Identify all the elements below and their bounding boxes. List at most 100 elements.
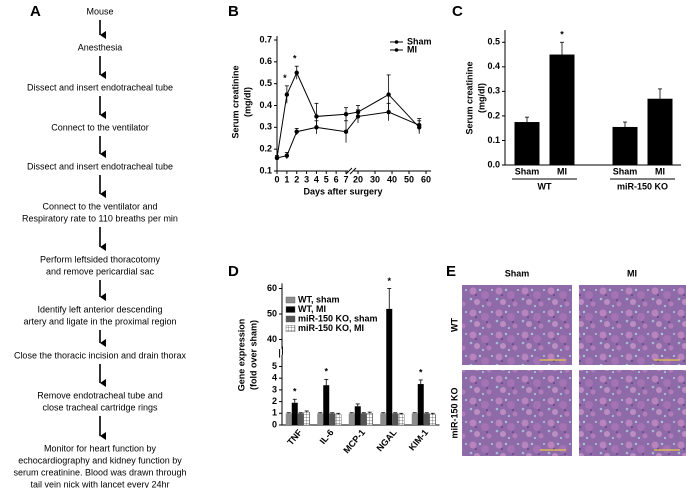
histology-images: [462, 285, 686, 456]
legend-swatch: [285, 306, 296, 313]
significance: *: [324, 367, 328, 377]
bar: [291, 402, 298, 425]
y-tick-label: 0.1: [487, 135, 500, 145]
legend-label: WT, sham: [298, 294, 340, 304]
legend-label: Sham: [407, 36, 432, 46]
x-tick-label: 30: [370, 174, 380, 184]
bar: [303, 411, 310, 426]
micrograph: [462, 285, 572, 365]
flow-step: Identify left anterior descending: [37, 304, 162, 314]
y-tick-label: 4: [272, 373, 277, 383]
legend-label: miR-150 KO, sham: [298, 313, 378, 323]
x-tick-label: 40: [387, 174, 397, 184]
x-tick-label: KIM-1: [407, 427, 430, 452]
y-tick-label: 40: [267, 334, 277, 344]
flow-step: Connect to the ventilator and: [42, 201, 157, 211]
micrograph: [579, 285, 686, 365]
y-tick-label: 0.5: [487, 37, 500, 47]
flow-step: artery and ligate in the proximal region: [23, 316, 176, 326]
bar: [647, 98, 673, 165]
break-gap: [348, 169, 355, 173]
bar: [386, 308, 393, 425]
flow-step: Remove endotracheal tube and: [37, 390, 163, 400]
group-label: miR-150 KO: [617, 181, 668, 191]
bar: [323, 385, 330, 425]
bar: [514, 122, 540, 165]
bar: [297, 413, 304, 425]
flow-step: echocardiography and kidney function by: [18, 455, 182, 465]
y-tick-label: 2: [272, 396, 277, 406]
y-tick-label: 0.2: [259, 144, 272, 154]
point: [314, 114, 319, 119]
y-tick-label: 50: [267, 308, 277, 318]
flow-step: Anesthesia: [78, 42, 123, 52]
bar: [392, 413, 399, 425]
y-tick-label: 60: [267, 283, 277, 293]
bar: [329, 413, 336, 425]
flow-step: Dissect and insert endotracheal tube: [27, 161, 173, 171]
group-label: WT: [538, 181, 552, 191]
y-axis-label: (fold over sham): [248, 320, 258, 390]
point: [355, 109, 361, 115]
legend-label: miR-150 KO, MI: [298, 323, 364, 333]
point: [294, 129, 299, 134]
y-tick-label: 5: [272, 361, 277, 371]
bar: [335, 414, 342, 426]
y-tick-label: 0.4: [259, 100, 272, 110]
significance: *: [283, 73, 287, 83]
panel-letter: B: [228, 3, 239, 20]
significance: *: [560, 30, 564, 40]
column-label: MI: [627, 268, 637, 278]
bar: [285, 413, 292, 425]
x-tick-label: 4: [314, 174, 319, 184]
x-tick-label: 2: [294, 174, 299, 184]
x-tick-label: 6: [334, 174, 339, 184]
legend-swatch: [285, 325, 296, 332]
significance: *: [293, 387, 297, 397]
series-line: [276, 111, 420, 159]
column-label: Sham: [505, 268, 530, 278]
panel-letter: E: [446, 263, 456, 280]
x-tick-label: Sham: [613, 166, 638, 176]
legend-swatch: [285, 296, 296, 304]
y-tick-label: 0.1: [259, 165, 272, 175]
panel-letter: A: [30, 3, 41, 20]
y-axis-label: Gene expression: [236, 319, 246, 392]
significance: *: [293, 54, 297, 64]
flow-step: Perform leftsided thoracotomy: [40, 254, 161, 264]
point: [284, 92, 290, 97]
bar: [398, 414, 405, 426]
y-axis-label: (mg/dl): [242, 87, 252, 117]
legend-marker: [394, 48, 399, 52]
x-tick-label: 0: [274, 174, 279, 184]
row-label: WT: [449, 318, 459, 332]
point: [274, 155, 280, 161]
y-tick-label: 0.4: [487, 61, 500, 71]
x-tick-label: MI: [655, 166, 665, 176]
y-tick-label: 0.0: [487, 159, 500, 169]
bar: [317, 413, 324, 425]
x-tick-label: 60: [421, 174, 431, 184]
point: [294, 70, 299, 75]
legend-label: MI: [407, 44, 417, 54]
bar: [360, 413, 367, 425]
y-axis-label: Serum creatinine: [464, 61, 474, 134]
series-line: [276, 71, 420, 158]
flow-step: close tracheal cartridge rings: [42, 402, 158, 412]
flow-step: tail vein nick with lancet every 24hr: [30, 479, 169, 488]
y-tick-label: 0.7: [259, 34, 272, 44]
micrograph: [579, 370, 686, 456]
legend-marker: [394, 40, 399, 44]
panel-letter: D: [228, 263, 239, 280]
point: [343, 112, 349, 117]
bar: [411, 413, 418, 425]
flow-step: Close the thoracic incision and drain th…: [14, 350, 187, 360]
x-axis-label: Days after surgery: [303, 186, 382, 196]
axis-break: [279, 346, 283, 358]
bar: [612, 126, 638, 165]
x-tick-label: NGAL: [375, 427, 399, 453]
x-tick-label: TNF: [285, 427, 304, 447]
bar: [423, 413, 430, 425]
row-label: miR-150 KO: [449, 387, 459, 438]
point: [417, 125, 422, 130]
